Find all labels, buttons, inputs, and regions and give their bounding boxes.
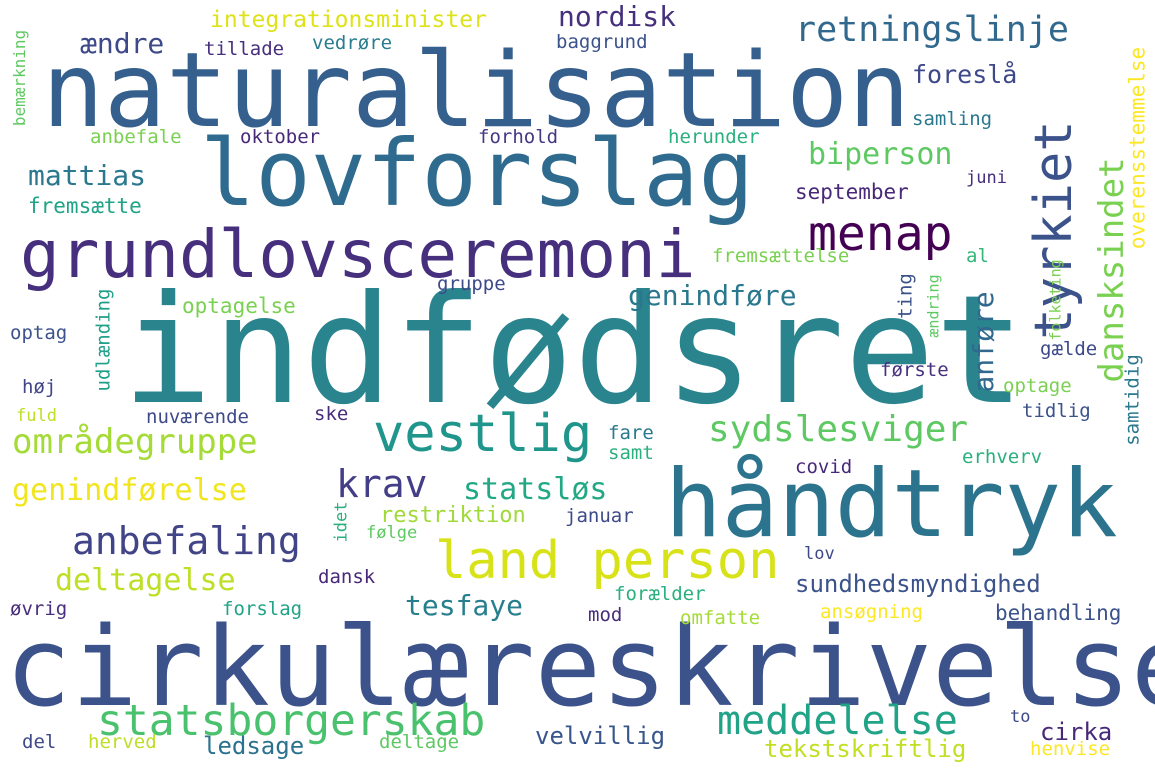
word-tidlig: tidlig: [1022, 400, 1091, 422]
word-genindforelse: genindførelse: [12, 473, 247, 508]
word-cirkulaereskrivelse: cirkulæreskrivelse: [5, 603, 1155, 731]
word-sundhedsmyndighed: sundhedsmyndighed: [795, 570, 1041, 598]
word-mattias: mattias: [28, 159, 147, 192]
word-lov: lov: [804, 544, 835, 564]
word-forslag: forslag: [222, 598, 303, 620]
word-anbefale: anbefale: [90, 126, 182, 148]
word-biperson: biperson: [808, 137, 953, 172]
word-indfodsret: indfødsret: [122, 264, 1026, 438]
word-aendre: ændre: [80, 27, 165, 60]
word-land-person: land person: [435, 531, 780, 591]
word-krav: krav: [336, 462, 428, 506]
word-ting: ting: [894, 273, 917, 319]
word-gaelde: gælde: [1040, 338, 1098, 360]
word-omfatte: omfatte: [680, 607, 761, 629]
word-ske: ske: [314, 403, 349, 425]
word-henvise: henvise: [1030, 738, 1111, 760]
word-samt: samt: [608, 442, 654, 464]
word-to: to: [1010, 707, 1031, 727]
word-vedrore: vedrøre: [312, 32, 393, 54]
word-del: del: [22, 731, 57, 753]
word-folketing: folketing: [1046, 259, 1065, 341]
word-meddelelse: meddelelse: [717, 698, 958, 744]
word-statslos: statsløs: [463, 472, 608, 507]
word-gruppe: gruppe: [437, 273, 506, 295]
word-anfore: anføre: [967, 291, 1000, 393]
word-fare: fare: [608, 422, 654, 444]
word-fuld: fuld: [16, 406, 57, 426]
word-herunder: herunder: [668, 126, 760, 148]
word-covid: covid: [795, 456, 853, 478]
word-deltage: deltage: [379, 731, 460, 753]
word-fremsaettelse: fremsættelse: [712, 245, 850, 267]
word-naturalisation: naturalisation: [42, 31, 911, 151]
word-erhverv: erhverv: [962, 446, 1043, 468]
word-nordisk: nordisk: [558, 0, 677, 33]
word-anbefaling: anbefaling: [72, 519, 301, 563]
word-udlaending: udlænding: [92, 288, 115, 392]
word-omradegruppe: områdegruppe: [12, 422, 258, 462]
word-optagelse: optagelse: [182, 294, 296, 318]
word-oktober: oktober: [240, 126, 321, 148]
word-nuvaerende: nuværende: [146, 406, 249, 428]
word-handtryk: håndtryk: [665, 450, 1118, 559]
word-herved: herved: [88, 731, 157, 753]
word-sydslesviger: sydslesviger: [708, 409, 969, 450]
word-september: september: [795, 180, 909, 204]
word-idet: idet: [331, 501, 352, 543]
word-foraelder: forælder: [614, 583, 706, 605]
word-statsborgerskab: statsborgerskab: [97, 696, 486, 746]
word-foresla: foreslå: [912, 60, 1018, 89]
word-tillade: tillade: [204, 38, 285, 60]
word-tesfaye: tesfaye: [405, 589, 524, 622]
word-vestlig: vestlig: [373, 404, 593, 464]
word-optag: optag: [10, 322, 68, 344]
word-tekstskriftlig: tekstskriftlig: [764, 735, 967, 763]
word-fremsaette: fremsætte: [28, 194, 142, 218]
word-retningslinje: retningslinje: [795, 10, 1069, 50]
word-forhold: forhold: [478, 126, 559, 148]
word-menap: menap: [808, 206, 953, 262]
word-ansogning: ansøgning: [820, 601, 923, 623]
word-juni: juni: [966, 168, 1007, 188]
word-velvillig: velvillig: [535, 722, 666, 750]
word-dansksindet: dansksindet: [1092, 157, 1132, 383]
word-genindfore: genindføre: [628, 279, 797, 312]
word-baggrund: baggrund: [556, 31, 648, 53]
word-optage: optage: [1003, 375, 1072, 397]
word-restriktion: restriktion: [380, 503, 526, 528]
word-dansk: dansk: [318, 566, 376, 588]
word-ovrig: øvrig: [10, 598, 68, 620]
word-forste: første: [880, 359, 949, 381]
word-bemaerkning: bemærkning: [10, 29, 29, 127]
word-hoj: høj: [22, 376, 57, 398]
word-folge: følge: [366, 523, 418, 543]
word-grundlovsceremoni: grundlovsceremoni: [20, 216, 696, 293]
word-samtidig: samtidig: [1121, 354, 1144, 446]
word-integrationsminister: integrationsminister: [210, 7, 487, 33]
word-mod: mod: [588, 604, 623, 626]
word-al: al: [966, 245, 989, 267]
word-deltagelse: deltagelse: [55, 563, 236, 598]
word-behandling: behandling: [995, 601, 1122, 625]
word-overensstemmelse: overensstemmelse: [1125, 46, 1150, 250]
word-lovforslag: lovforslag: [200, 120, 754, 227]
word-ledsage: ledsage: [203, 732, 305, 760]
word-januar: januar: [565, 505, 634, 527]
word-samling: samling: [912, 108, 993, 130]
word-cirka: cirka: [1040, 718, 1113, 746]
word-aendring: ændring: [924, 274, 943, 338]
